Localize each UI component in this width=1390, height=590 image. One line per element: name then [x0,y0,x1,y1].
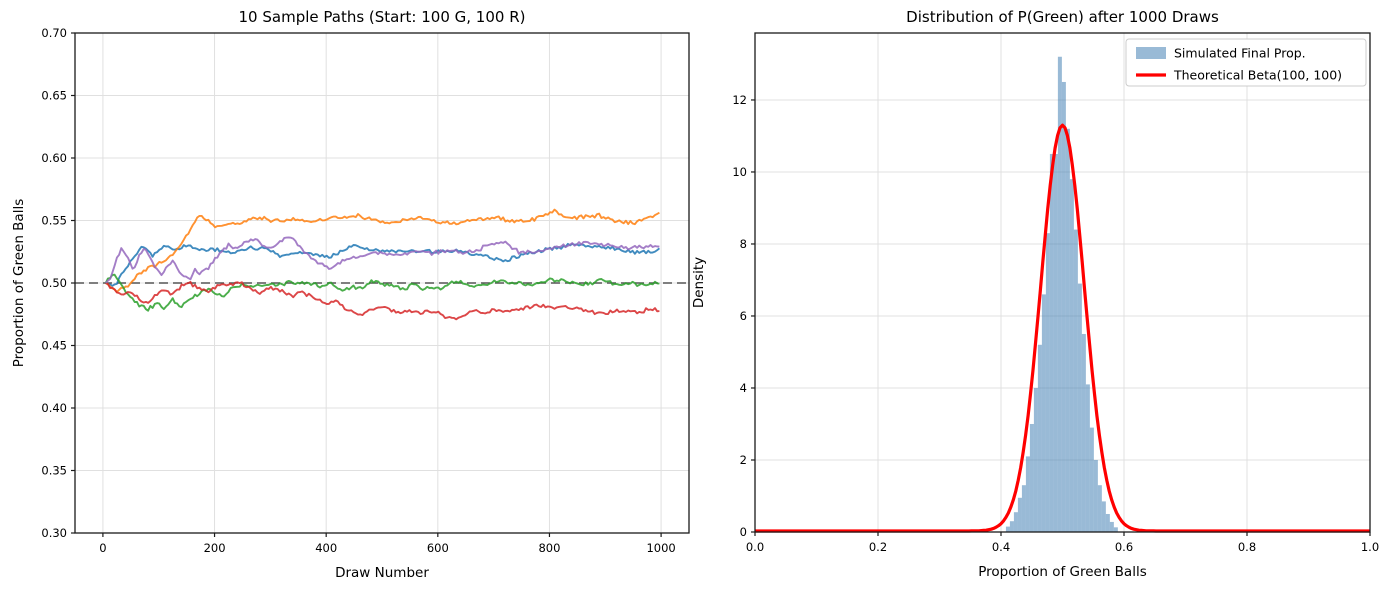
svg-text:0.8: 0.8 [1238,540,1256,554]
sample-path-3 [104,273,660,312]
legend-label-theoretical: Theoretical Beta(100, 100) [1173,68,1342,83]
histogram-bars [1005,56,1118,533]
svg-text:200: 200 [204,541,226,555]
tick-marks: 0 200 400 600 800 1000 0.30 0.35 0.40 0.45 0.50 0.5… [41,26,675,555]
chart-title: Distribution of P(Green) after 1000 Draw… [906,8,1219,26]
svg-text:0.55: 0.55 [41,214,67,228]
svg-text:6: 6 [740,309,747,323]
y-axis-label: Density [691,257,707,308]
right-chart-distribution: 0.0 0.2 0.4 0.6 0.8 1.0 0 2 4 6 8 10 12 Distribution … [691,8,1379,580]
svg-text:0.70: 0.70 [41,26,67,40]
svg-text:600: 600 [427,541,449,555]
axes-frame [754,32,1371,533]
svg-text:400: 400 [315,541,337,555]
svg-text:0.30: 0.30 [41,526,67,540]
svg-text:1.0: 1.0 [1361,540,1379,554]
svg-text:0.6: 0.6 [1115,540,1133,554]
x-axis-label: Draw Number [335,565,429,581]
svg-text:800: 800 [538,541,560,555]
svg-text:0.4: 0.4 [992,540,1010,554]
svg-text:2: 2 [740,453,747,467]
svg-text:0: 0 [740,525,747,539]
svg-text:0.35: 0.35 [41,464,67,478]
left-chart-sample-paths: 0 200 400 600 800 1000 0.30 0.35 0.40 0.45 0.50 0.5… [11,8,690,581]
legend-label-simulated: Simulated Final Prop. [1174,46,1306,61]
svg-text:0.40: 0.40 [41,401,67,415]
sample-path-1 [105,242,661,287]
beta-pdf-curve [755,123,1370,533]
svg-text:8: 8 [740,237,747,251]
legend-box [1125,38,1367,87]
svg-text:0.0: 0.0 [746,540,764,554]
svg-text:10: 10 [732,165,747,179]
svg-text:1000: 1000 [646,541,675,555]
tick-marks: 0.0 0.2 0.4 0.6 0.8 1.0 0 2 4 6 8 10 12 [732,93,1379,554]
svg-text:12: 12 [732,93,747,107]
chart-title: 10 Sample Paths (Start: 100 G, 100 R) [239,8,526,26]
sample-path-5 [105,236,660,284]
legend-patch-simulated [1136,47,1166,59]
svg-text:0: 0 [99,541,106,555]
svg-text:0.65: 0.65 [41,89,67,103]
svg-text:0.60: 0.60 [41,151,67,165]
svg-text:4: 4 [740,381,747,395]
svg-text:0.50: 0.50 [41,276,67,290]
y-axis-label: Proportion of Green Balls [11,199,27,368]
legend: Simulated Final Prop. Theoretical Beta(10… [1125,38,1367,87]
sample-path-4 [105,280,660,321]
svg-text:0.2: 0.2 [869,540,887,554]
svg-text:0.45: 0.45 [41,339,67,353]
x-axis-label: Proportion of Green Balls [978,564,1147,580]
sample-path-2 [105,208,660,293]
